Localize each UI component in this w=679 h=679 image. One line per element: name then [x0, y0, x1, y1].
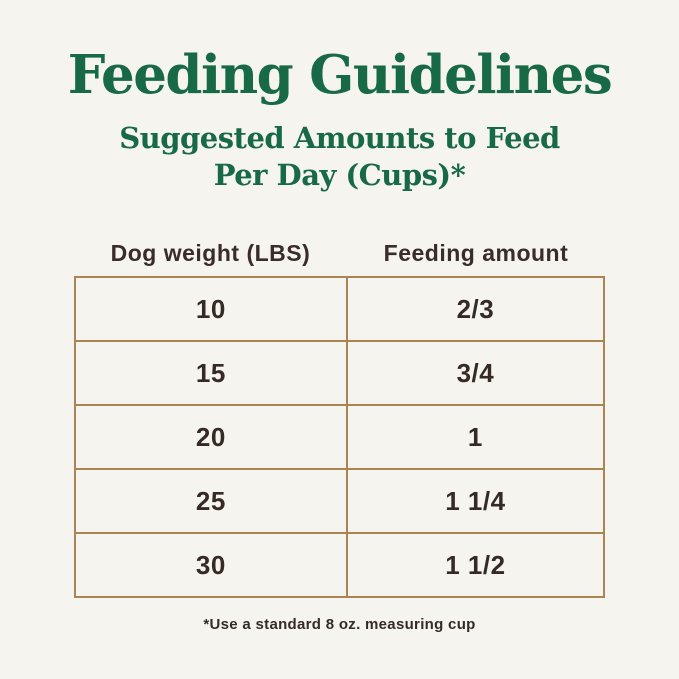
subtitle-line-1: Suggested Amounts to Feed: [119, 121, 560, 155]
dog-weight-cell: 15: [74, 340, 348, 406]
feeding-table: 10 2/3 15 3/4 20 1 25 1 1/4 30 1 1/2: [74, 276, 606, 598]
dog-weight-cell: 20: [74, 404, 348, 470]
column-header-feeding-amount: Feeding amount: [383, 240, 569, 266]
feeding-amount-cell: 3/4: [345, 340, 606, 406]
table-row: 10 2/3: [74, 276, 606, 342]
dog-weight-cell: 10: [74, 276, 348, 342]
feeding-amount-cell: 1 1/4: [345, 468, 606, 534]
page-title: Feeding Guidelines: [67, 44, 613, 106]
feeding-amount-cell: 1: [345, 404, 606, 470]
footnote: *Use a standard 8 oz. measuring cup: [203, 616, 476, 633]
feeding-amount-cell: 2/3: [345, 276, 606, 342]
table-row: 25 1 1/4: [74, 468, 606, 534]
feeding-amount-cell: 1 1/2: [345, 532, 606, 598]
subtitle-line-2: Per Day (Cups)*: [213, 158, 466, 192]
table-row: 20 1: [74, 404, 606, 470]
table-row: 15 3/4: [74, 340, 606, 406]
table-column-headers: Dog weight (LBS) Feeding amount: [74, 240, 605, 276]
column-header-dog-weight: Dog weight (LBS): [110, 240, 311, 266]
dog-weight-cell: 30: [74, 532, 348, 598]
page-subtitle: Suggested Amounts to Feed Per Day (Cups)…: [0, 120, 679, 194]
table-row: 30 1 1/2: [74, 532, 606, 598]
dog-weight-cell: 25: [74, 468, 348, 534]
